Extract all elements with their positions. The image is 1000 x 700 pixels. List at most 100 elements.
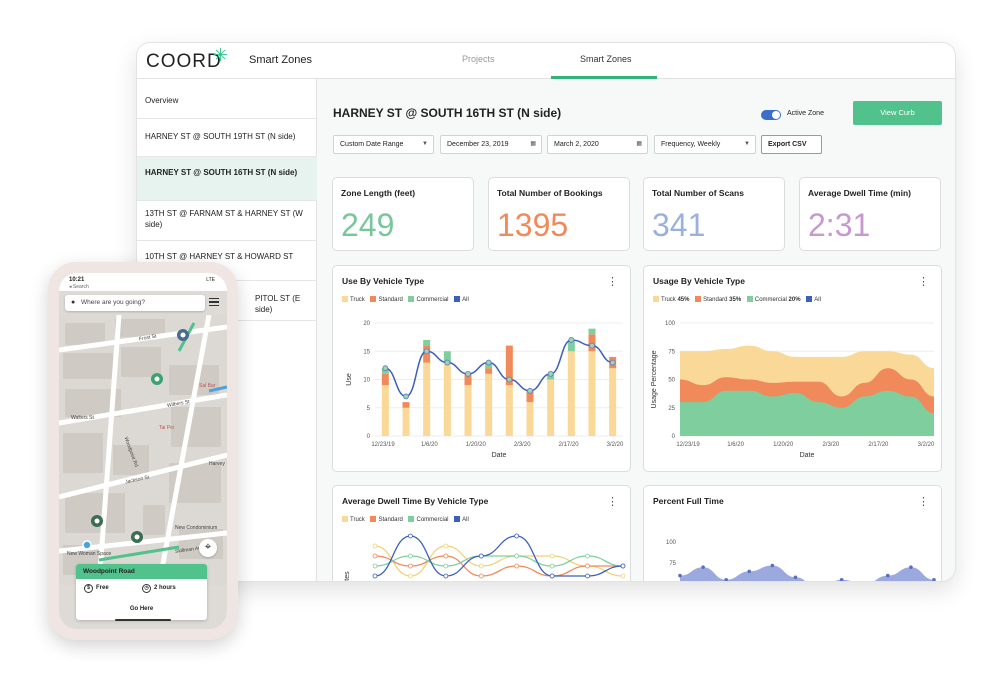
x-tick-label: 2/3/20	[514, 442, 531, 448]
data-point	[514, 563, 520, 569]
chart-panel-use: 0 5 10 15 20 12/23/19 1/6/20 1/20/20 2/3/20 2/17/…	[332, 265, 631, 472]
data-point	[549, 563, 555, 569]
data-point	[839, 578, 844, 581]
x-axis-label: Date	[492, 452, 507, 459]
y-tick-label: 100	[666, 540, 677, 546]
data-point	[403, 393, 409, 400]
y-tick-label: 0	[672, 434, 676, 440]
data-point	[678, 573, 682, 578]
bar-standard	[485, 368, 493, 374]
legend-swatch	[370, 516, 377, 522]
zone-price-value: Free	[96, 585, 109, 591]
zone-time-limit: ◷ 2 hours	[142, 584, 176, 593]
map-pin-icon[interactable]	[177, 329, 189, 341]
legend-commercial: Commercial	[754, 297, 787, 303]
legend-standard: Standard	[378, 517, 403, 523]
data-point	[506, 376, 513, 383]
locate-me-button[interactable]: ⌖	[199, 539, 217, 557]
y-tick-label: 75	[668, 349, 675, 355]
legend-truck-pct: 45%	[677, 297, 690, 303]
zone-card-title: Woodpoint Road	[76, 564, 207, 579]
active-zone-toggle[interactable]	[761, 110, 781, 120]
more-options-icon[interactable]: ⋮	[607, 496, 618, 508]
dollar-icon: $	[84, 584, 93, 593]
poi-label: Tai Pei	[159, 425, 175, 431]
stat-value: 341	[652, 207, 706, 243]
tab-projects[interactable]: Projects	[462, 54, 495, 64]
data-point	[443, 573, 449, 579]
data-point	[747, 569, 752, 574]
more-options-icon[interactable]: ⋮	[918, 496, 929, 508]
poi-label: Sal Bar	[199, 383, 216, 389]
go-here-button[interactable]: Go Here	[129, 606, 154, 612]
legend-truck: Truck	[350, 517, 365, 523]
start-date-field[interactable]: December 23, 2019 ▦	[440, 135, 542, 154]
data-point	[770, 563, 775, 568]
y-tick-label: 15	[363, 349, 370, 355]
street-label: Walters St	[71, 415, 94, 421]
zone-info-card[interactable]: Woodpoint Road $ Free ◷ 2 hours Go Here	[76, 564, 207, 620]
map-view[interactable]	[59, 315, 227, 585]
frequency-select[interactable]: Frequency, Weekly ▼	[654, 135, 756, 154]
data-point	[443, 563, 449, 569]
data-point	[372, 553, 378, 559]
status-back-link[interactable]: ◂ Search	[69, 284, 89, 290]
calendar-icon: ▦	[530, 141, 536, 147]
data-point	[547, 370, 554, 377]
data-point	[909, 565, 913, 569]
legend-truck: Truck	[350, 297, 365, 303]
data-point	[620, 573, 626, 579]
y-tick-label: 20	[363, 321, 370, 327]
legend-commercial: Commercial	[416, 297, 449, 303]
legend-swatch	[806, 296, 813, 302]
sidebar-item-zone[interactable]: HARNEY ST @ SOUTH 19TH ST (N side)	[137, 119, 317, 157]
chart-title: Percent Full Time	[653, 496, 724, 506]
sidebar-item-zone-active[interactable]: HARNEY ST @ SOUTH 16TH ST (N side)	[137, 157, 317, 201]
stat-label: Total Number of Bookings	[497, 188, 603, 198]
legend-commercial: Commercial	[416, 517, 449, 523]
poi-label: New Condominium	[175, 525, 218, 531]
bar-truck	[567, 351, 575, 436]
stat-card-dwell-time: Average Dwell Time (min) 2:31	[799, 177, 941, 251]
percent-full-chart: 75 100	[666, 540, 936, 581]
x-tick-label: 12/23/19	[371, 442, 395, 448]
data-point	[372, 573, 378, 579]
data-point	[478, 573, 484, 579]
data-point	[485, 359, 492, 366]
more-options-icon[interactable]: ⋮	[918, 276, 929, 288]
chart-legend: Truck Standard Commercial All	[342, 296, 469, 303]
map-pin-icon[interactable]	[151, 373, 163, 385]
data-point	[478, 553, 484, 559]
data-point	[408, 553, 413, 559]
current-location-icon	[82, 540, 92, 550]
date-range-select[interactable]: Custom Date Range ▼	[333, 135, 434, 154]
sidebar-item-zone[interactable]: 13TH ST @ FARNAM ST & HARNEY ST (W side)	[137, 201, 317, 241]
more-options-icon[interactable]: ⋮	[607, 276, 618, 288]
map-pin-icon[interactable]	[131, 531, 143, 543]
x-tick-label: 1/6/20	[421, 442, 438, 448]
tab-smart-zones[interactable]: Smart Zones	[580, 54, 632, 64]
home-indicator	[115, 619, 171, 621]
bar-truck	[423, 362, 431, 436]
map-pin-icon[interactable]	[91, 515, 103, 527]
page-title: HARNEY ST @ SOUTH 16TH ST (N side)	[333, 106, 562, 120]
end-date-field[interactable]: March 2, 2020 ▦	[547, 135, 648, 154]
hamburger-menu-icon[interactable]	[209, 298, 219, 306]
data-point	[701, 565, 705, 569]
view-curb-button[interactable]: View Curb	[853, 101, 942, 125]
stat-value: 2:31	[808, 207, 871, 243]
y-axis-label: utes	[344, 571, 351, 582]
stat-card-scans: Total Number of Scans 341	[643, 177, 785, 251]
sidebar-item-overview[interactable]: Overview	[137, 79, 317, 119]
export-csv-button[interactable]: Export CSV	[761, 135, 822, 154]
stat-label: Average Dwell Time (min)	[808, 188, 911, 198]
destination-search-input[interactable]: ● Where are you going?	[65, 295, 205, 311]
data-point	[372, 543, 378, 549]
app-logo[interactable]: COORD	[146, 51, 222, 72]
legend-standard-pct: 35%	[729, 297, 742, 303]
use-chart: 0 5 10 15 20 12/23/19 1/6/20 1/20/20 2/3/20 2/17/…	[346, 321, 624, 459]
x-tick-label: 12/23/19	[676, 442, 700, 448]
legend-swatch	[408, 516, 415, 522]
clock-icon: ◷	[142, 584, 151, 593]
stat-value: 249	[341, 207, 395, 243]
